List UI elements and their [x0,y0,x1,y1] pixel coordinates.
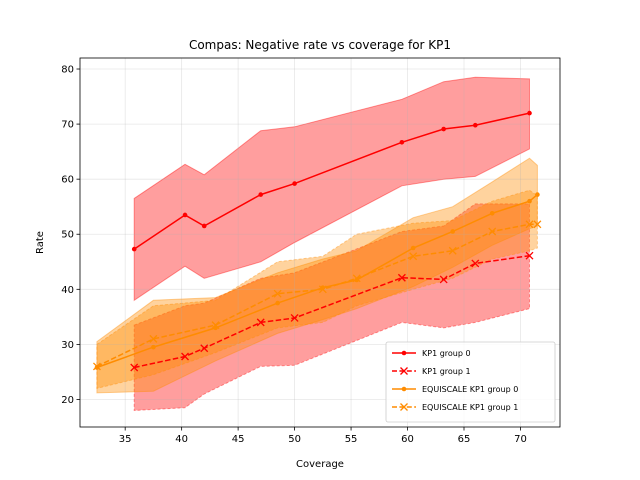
y-tick-label: 40 [61,285,74,296]
data-point-series-4 [92,362,101,371]
data-point-series-2 [130,363,139,372]
x-marker-stroke [397,273,406,282]
data-point-series-4 [525,220,534,229]
data-point-series-1 [201,223,207,229]
data-point-series-3 [450,229,456,234]
data-point-series-4 [273,289,282,298]
data-point-series-3 [527,198,532,204]
x-tick-label: 70 [514,434,527,445]
x-marker-stroke [352,274,361,283]
data-point-series-4 [409,252,418,261]
chart-title: Compas: Negative rate vs coverage for KP… [189,38,451,52]
x-axis-label: Coverage [296,459,344,470]
x-marker-stroke [471,259,480,268]
y-tick-label: 20 [61,395,74,406]
data-point-series-2 [439,275,448,284]
x-tick-label: 50 [288,434,301,445]
data-point-series-3 [275,300,280,306]
y-tick-label: 30 [61,340,74,351]
data-point-series-2 [397,273,406,282]
legend: KP1 group 0 KP1 group 1 EQUISCALE KP1 grou… [385,341,556,423]
data-point-series-4 [352,274,361,283]
data-point-series-1 [472,122,478,128]
data-point-series-1 [258,192,264,197]
y-tick-label: 50 [61,230,74,241]
y-axis-label: Rate [35,231,46,254]
legend-marker [400,403,408,411]
x-marker-stroke [409,252,418,261]
data-point-series-3 [489,211,495,216]
data-point-series-2 [471,259,480,268]
x-marker-stroke [290,313,299,322]
x-marker-stroke [181,352,189,361]
x-tick-label: 45 [232,434,245,445]
axis-ticks: 35 40 45 50 55 60 65 70 20 30 40 50 60 70 80 [61,65,527,445]
data-point-series-2 [256,318,265,327]
x-marker-stroke [439,275,448,284]
data-point-series-3 [410,245,416,251]
data-point-series-2 [181,352,189,361]
data-point-series-2 [290,313,299,322]
legend-label: EQUISCALE KP1 group 0 [422,385,518,394]
data-point-series-1 [399,139,405,145]
data-point-series-1 [131,246,137,252]
data-point-series-2 [525,251,534,260]
x-marker-stroke [525,220,534,229]
y-tick-label: 60 [61,175,74,186]
legend-label: EQUISCALE KP1 group 1 [422,403,518,412]
plot-frame [79,57,561,428]
legend-marker [401,386,407,392]
data-point-series-4 [149,334,158,343]
x-marker-stroke [130,363,139,372]
legend-marker [401,350,407,356]
x-marker-stroke [92,362,101,371]
data-point-series-3 [151,344,156,350]
series-lines [92,110,542,372]
x-tick-label: 60 [401,434,414,445]
data-point-series-2 [200,344,209,353]
x-tick-label: 55 [345,434,358,445]
x-marker-stroke [318,285,327,294]
x-marker-stroke [149,334,158,343]
legend-box [385,341,556,423]
data-point-series-3 [535,192,540,197]
x-tick-label: 40 [175,434,188,445]
x-marker-stroke [273,289,282,298]
data-point-series-4 [211,321,220,330]
data-point-series-4 [448,246,457,255]
x-marker-stroke [533,220,542,229]
y-tick-label: 70 [61,120,74,131]
x-marker-stroke [525,251,534,260]
legend-label: KP1 group 0 [422,349,471,358]
data-point-series-4 [318,285,327,294]
legend-marker [400,367,408,375]
data-point-series-4 [533,220,542,229]
x-tick-label: 35 [119,434,132,445]
x-marker-stroke [211,321,220,330]
legend-label: KP1 group 1 [422,367,471,376]
x-marker-stroke [200,344,209,353]
band-series-3 [96,157,538,394]
x-marker-stroke [448,246,457,255]
data-point-series-1 [441,126,446,132]
data-point-series-1 [527,110,532,116]
data-point-series-1 [182,212,188,218]
x-tick-label: 65 [458,434,471,445]
x-marker-stroke [488,227,497,236]
x-marker-stroke [256,318,265,327]
x-marker-stroke [400,367,408,375]
band-series-2 [133,203,530,412]
data-point-series-4 [488,227,497,236]
x-marker-stroke [400,403,408,411]
y-tick-label: 80 [61,65,74,76]
data-point-series-1 [292,181,297,186]
